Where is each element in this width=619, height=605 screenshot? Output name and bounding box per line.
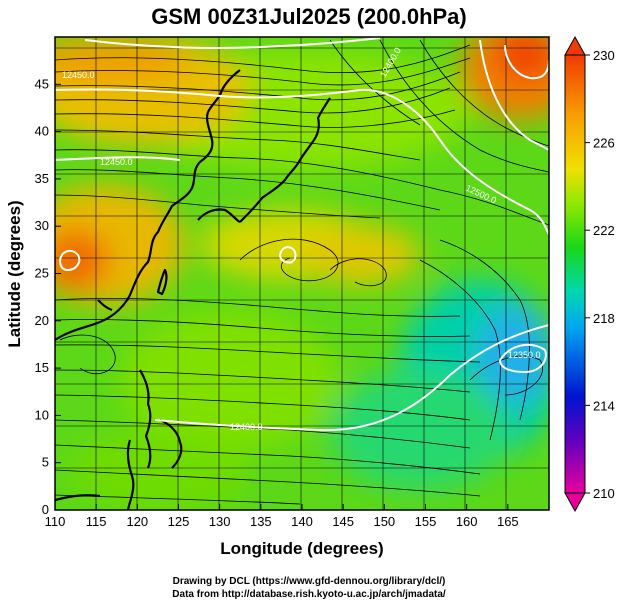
x-tick-label: 135 [250,514,272,529]
colorbar-tick-label: 222 [593,223,615,238]
x-tick-label: 155 [415,514,437,529]
colorbar-tick-label: 230 [593,48,615,63]
plot-area: 12400.0 12450.0 12500.0 12450.0 12400.0 … [55,37,549,510]
x-tick-label: 110 [45,514,66,529]
contour-label: 12400.0 [230,422,263,432]
y-tick-label: 10 [35,407,49,422]
x-tick-label: 125 [168,514,190,529]
coastlines [55,69,331,510]
credit-data: Data from http://database.rish.kyoto-u.a… [172,589,446,600]
y-tick-label: 25 [35,266,49,281]
x-tick-label: 115 [86,514,107,529]
x-tick-label: 160 [456,514,478,529]
y-tick-label: 15 [35,360,49,375]
x-tick-label: 140 [291,514,313,529]
colorbar-tick-label: 226 [593,136,615,151]
x-tick-label: 150 [373,514,395,529]
contour-label: 12450.0 [100,157,133,167]
contour-label: 12450.0 [62,70,95,80]
credit-drawing: Drawing by DCL (https://www.gfd-dennou.o… [173,576,446,587]
chart-title: GSM 00Z31Jul2025 (200.0hPa) [151,4,467,29]
y-tick-label: 30 [35,218,49,233]
contour-label: 12350.0 [508,350,541,360]
streamlines [55,39,549,505]
height-contours [55,37,549,432]
grid [55,37,549,510]
colorbar-ticks: 210 214 218 222 226 230 [585,48,615,501]
y-axis-label: Latitude (degrees) [5,200,24,347]
y-tick-label: 0 [42,502,49,517]
x-axis: 110 115 120 125 130 135 140 145 150 155 160 165 [45,504,519,529]
colorbar-max-arrow [564,35,586,56]
y-tick-label: 40 [35,124,49,139]
x-tick-label: 145 [332,514,354,529]
colorbar-min-arrow [564,492,586,513]
x-tick-label: 130 [209,514,231,529]
x-axis-label: Longitude (degrees) [220,539,383,558]
y-tick-label: 35 [35,171,49,186]
x-tick-label: 120 [126,514,148,529]
colorbar: 210 214 218 222 226 230 [564,35,615,513]
colorbar-tick-label: 210 [593,486,615,501]
y-tick-label: 5 [42,455,49,470]
colorbar-bar [564,54,586,494]
y-tick-label: 20 [35,313,49,328]
colorbar-tick-label: 218 [593,311,615,326]
y-tick-label: 45 [35,76,49,91]
y-axis: 0 5 10 15 20 25 30 35 40 45 [35,76,61,517]
colorbar-tick-label: 214 [593,398,615,413]
x-tick-label: 165 [497,514,519,529]
